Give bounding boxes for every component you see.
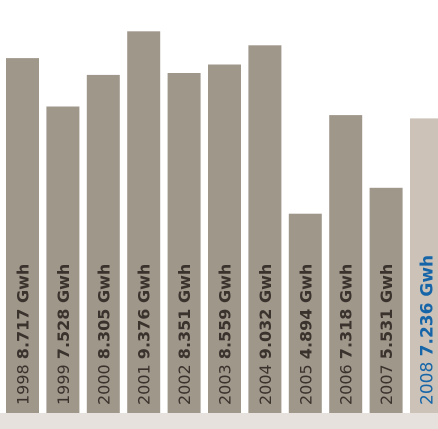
bar-label-2005: 2005 4.894 Gwh bbox=[296, 264, 315, 405]
bar-label-2003: 2003 8.559 Gwh bbox=[216, 264, 235, 405]
bar-label-2004: 2004 9.032 Gwh bbox=[256, 264, 275, 405]
bar-label-2008: 2008 7.236 Gwh bbox=[418, 255, 438, 405]
bar-value-label: 8.305 Gwh bbox=[94, 264, 113, 359]
bar-year-label: 2007 bbox=[377, 359, 396, 405]
bar-year-label: 2008 bbox=[418, 356, 438, 405]
bar-label-1998: 1998 8.717 Gwh bbox=[14, 264, 33, 405]
bar-value-label: 9.032 Gwh bbox=[256, 264, 275, 359]
labels-layer: 1998 8.717 Gwh 1999 7.528 Gwh 2000 8.305 G… bbox=[14, 255, 438, 405]
bar-label-1999: 1999 7.528 Gwh bbox=[54, 264, 73, 405]
bar-2005 bbox=[288, 213, 322, 413]
bar-2002 bbox=[167, 73, 201, 413]
bar-label-2007: 2007 5.531 Gwh bbox=[377, 264, 396, 405]
bar-2008 bbox=[410, 118, 438, 414]
bar-1998 bbox=[6, 58, 39, 413]
bar-value-label: 7.528 Gwh bbox=[54, 264, 73, 359]
bar-value-label: 8.351 Gwh bbox=[175, 264, 194, 359]
bar-value-label: 8.559 Gwh bbox=[216, 264, 235, 359]
bar-year-label: 2004 bbox=[256, 359, 275, 405]
bar-value-label: 7.236 Gwh bbox=[418, 255, 438, 356]
bar-year-label: 2001 bbox=[135, 359, 154, 405]
bar-year-label: 2006 bbox=[337, 359, 356, 405]
bar-1999 bbox=[46, 106, 80, 413]
bar-label-2000: 2000 8.305 Gwh bbox=[94, 264, 113, 405]
bar-value-label: 8.717 Gwh bbox=[14, 264, 33, 359]
bars-layer bbox=[0, 31, 438, 429]
bar-label-2001: 2001 9.376 Gwh bbox=[135, 264, 154, 405]
bar-value-label: 5.531 Gwh bbox=[377, 264, 396, 359]
bar-2001 bbox=[127, 31, 161, 414]
bar-2003 bbox=[208, 64, 241, 413]
bar-label-2002: 2002 8.351 Gwh bbox=[175, 264, 194, 405]
chart-baseline-band bbox=[0, 413, 438, 429]
bar-value-label: 7.318 Gwh bbox=[337, 264, 356, 359]
bar-value-label: 4.894 Gwh bbox=[296, 264, 315, 359]
bar-year-label: 1998 bbox=[14, 359, 33, 405]
bar-2004 bbox=[248, 45, 282, 414]
bar-2006 bbox=[329, 115, 363, 413]
bar-year-label: 2003 bbox=[216, 359, 235, 405]
bar-value-label: 9.376 Gwh bbox=[135, 264, 154, 359]
bar-year-label: 2002 bbox=[175, 359, 194, 405]
bar-label-2006: 2006 7.318 Gwh bbox=[337, 264, 356, 405]
bar-year-label: 1999 bbox=[54, 359, 73, 405]
bar-2000 bbox=[86, 74, 120, 414]
bar-2007 bbox=[369, 187, 403, 413]
bar-year-label: 2000 bbox=[94, 359, 113, 405]
bar-year-label: 2005 bbox=[296, 359, 315, 405]
